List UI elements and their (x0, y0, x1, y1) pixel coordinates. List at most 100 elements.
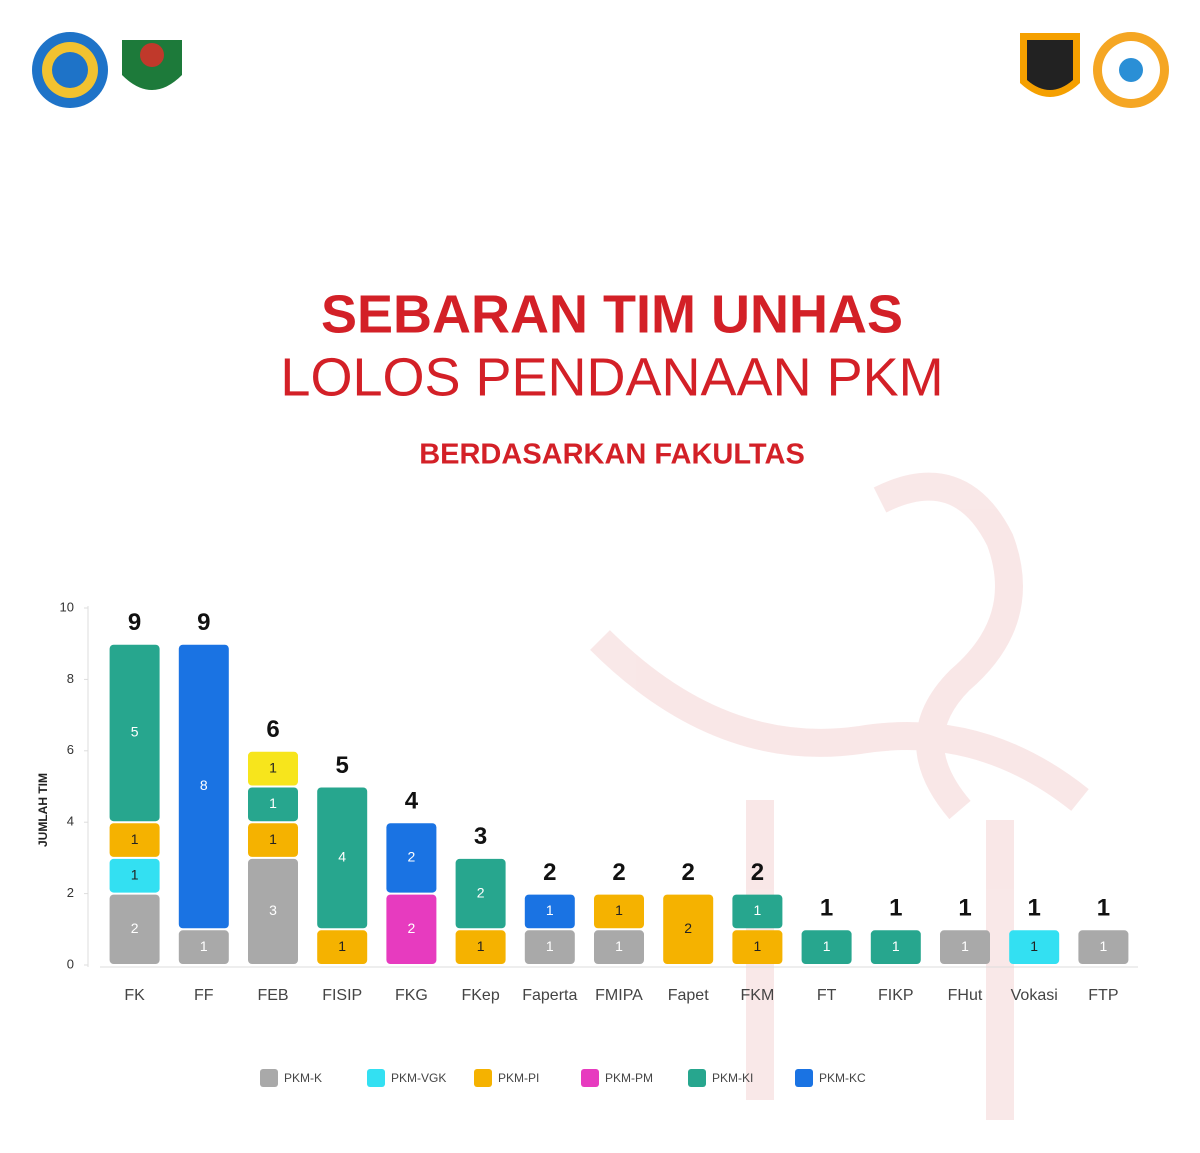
bar-segment (248, 858, 298, 964)
segment-label: 2 (408, 849, 416, 865)
total-label: 2 (543, 859, 556, 886)
bar-segment (524, 894, 575, 929)
logo-left (32, 32, 182, 108)
legend-swatch (260, 1069, 278, 1087)
bar-segment (1078, 930, 1129, 964)
total-label: 1 (820, 895, 833, 922)
segment-label: 1 (200, 938, 208, 954)
y-tick-label: 8 (67, 671, 74, 686)
x-tick-label: FT (817, 987, 837, 1004)
total-label: 6 (266, 716, 279, 743)
segment-label: 1 (546, 938, 554, 954)
chart-title: SEBARAN TIM UNHAS (321, 284, 903, 344)
legend-swatch (688, 1069, 706, 1087)
legend-label: PKM-PI (498, 1071, 539, 1085)
x-tick-label: FK (124, 987, 145, 1004)
bar-segment (109, 894, 160, 964)
segment-label: 1 (754, 938, 762, 954)
x-tick-label: FKM (741, 987, 775, 1004)
segment-label: 1 (269, 795, 277, 811)
legend-label: PKM-KI (712, 1071, 753, 1085)
x-tick-label: FF (194, 987, 214, 1004)
watermark (590, 472, 1089, 1120)
bar-segment (248, 751, 298, 786)
segment-label: 2 (408, 920, 416, 936)
bar-segment (524, 930, 575, 964)
segment-label: 1 (823, 938, 831, 954)
x-tick-label: FKep (461, 987, 499, 1004)
bar-segment (178, 644, 229, 929)
y-axis-label: JUMLAH TIM (36, 773, 50, 847)
total-label: 1 (1097, 895, 1110, 922)
bar-segment (248, 787, 298, 822)
segment-label: 1 (615, 938, 623, 954)
segment-label: 1 (1100, 938, 1108, 954)
bar-segment (178, 930, 229, 964)
bar-segment (455, 930, 506, 964)
segment-label: 2 (684, 920, 692, 936)
bar-segment (248, 823, 298, 857)
segment-label: 1 (131, 866, 139, 882)
bar-segment (1009, 930, 1060, 964)
legend-swatch (795, 1069, 813, 1087)
bar-segment (663, 894, 714, 964)
segment-label: 1 (546, 902, 554, 918)
bar-segment (386, 823, 437, 893)
bar-segment (732, 894, 783, 929)
x-tick-label: FISIP (322, 987, 362, 1004)
x-tick-label: FHut (948, 987, 983, 1004)
x-tick-label: Faperta (522, 987, 577, 1004)
logo-right (1020, 32, 1169, 108)
bar-segment (594, 894, 644, 929)
segment-label: 1 (961, 938, 969, 954)
legend-swatch (474, 1069, 492, 1087)
legend-label: PKM-KC (819, 1071, 866, 1085)
bar-segment (386, 894, 437, 964)
legend-label: PKM-PM (605, 1071, 653, 1085)
bar-segment (317, 787, 368, 929)
x-tick-label: FKG (395, 987, 428, 1004)
segment-label: 2 (477, 884, 485, 900)
x-tick-label: FEB (257, 987, 288, 1004)
segment-label: 2 (131, 920, 139, 936)
bar-segment (594, 930, 644, 964)
segment-label: 5 (131, 724, 139, 740)
legend-label: PKM-VGK (391, 1071, 446, 1085)
y-tick-label: 6 (67, 742, 74, 757)
total-label: 2 (612, 859, 625, 886)
x-tick-label: FIKP (878, 987, 914, 1004)
bar-segment (870, 930, 921, 964)
bar-segment (109, 644, 160, 822)
segment-label: 1 (892, 938, 900, 954)
bar-segment (455, 858, 506, 929)
bar-segment (732, 930, 783, 964)
bar-segment (317, 930, 368, 964)
legend-swatch (367, 1069, 385, 1087)
total-label: 1 (1028, 895, 1041, 922)
segment-label: 1 (1030, 938, 1038, 954)
x-tick-label: FMIPA (595, 987, 643, 1004)
total-label: 9 (197, 609, 210, 636)
segment-label: 1 (754, 902, 762, 918)
segment-label: 1 (269, 759, 277, 775)
segment-label: 1 (477, 938, 485, 954)
y-tick-label: 4 (67, 814, 74, 829)
y-tick-label: 10 (60, 599, 74, 614)
segment-label: 4 (338, 849, 346, 865)
segment-label: 1 (338, 938, 346, 954)
bar-segment (940, 930, 990, 964)
chart-title-line2: LOLOS PENDANAAN PKM (280, 347, 943, 407)
total-label: 5 (336, 752, 349, 779)
y-tick-label: 2 (67, 885, 74, 900)
x-tick-label: Fapet (668, 987, 709, 1004)
bar-segment (801, 930, 852, 964)
segment-label: 1 (615, 902, 623, 918)
x-tick-label: FTP (1088, 987, 1118, 1004)
segment-label: 1 (131, 831, 139, 847)
chart-subtitle: BERDASARKAN FAKULTAS (419, 439, 805, 471)
legend-label: PKM-K (284, 1071, 322, 1085)
total-label: 2 (682, 859, 695, 886)
total-label: 1 (889, 895, 902, 922)
